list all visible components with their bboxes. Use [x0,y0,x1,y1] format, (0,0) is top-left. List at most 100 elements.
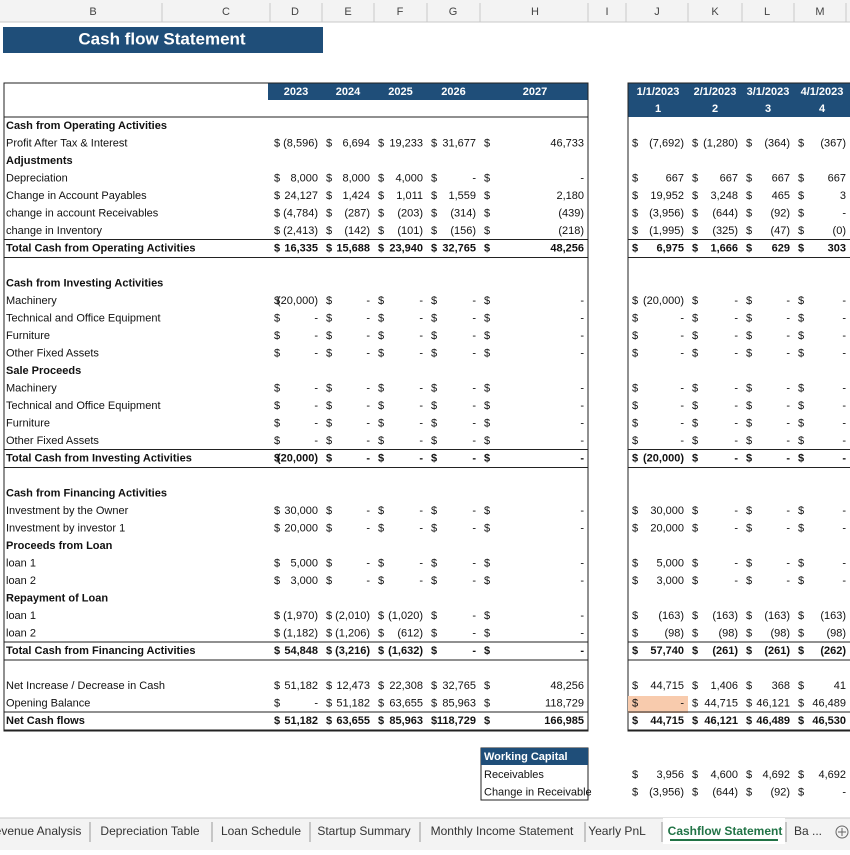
currency-symbol: $ [746,417,752,429]
currency-symbol: $ [798,575,804,587]
cell-value: - [366,400,370,412]
currency-symbol: $ [274,680,280,692]
cell-value: (3,956) [649,786,684,798]
sheet-tab[interactable]: Depreciation Table [100,824,200,838]
cell-value: - [734,330,738,342]
currency-symbol: $ [798,452,804,464]
title-bar [3,27,323,53]
cell-value: 4,600 [710,769,738,781]
add-sheet-icon [838,828,846,836]
cell-value: - [314,417,318,429]
currency-symbol: $ [798,610,804,622]
row-label: Change in Receivable [484,786,592,798]
cell-value: 1,406 [710,680,738,692]
currency-symbol: $ [484,417,490,429]
working-capital-header [481,748,588,765]
currency-symbol: $ [484,645,490,657]
cell-value: - [580,610,584,622]
cell-value: (163) [820,610,846,622]
cell-value: - [314,697,318,709]
year-header: 2027 [523,86,547,98]
currency-symbol: $ [378,645,384,657]
sheet-tab[interactable]: Cashflow Statement [668,824,783,838]
row-label: Total Cash from Financing Activities [6,645,195,657]
cell-value: 1,559 [448,190,476,202]
currency-symbol: $ [484,452,490,464]
cell-value: - [472,330,476,342]
cell-value: 8,000 [342,172,370,184]
cell-value: - [680,400,684,412]
currency-symbol: $ [746,382,752,394]
currency-symbol: $ [692,190,698,202]
cell-value: (20,000) [277,452,318,464]
currency-symbol: $ [274,452,280,464]
currency-symbol: $ [692,295,698,307]
cell-value: - [419,522,423,534]
sheet-tab[interactable]: Loan Schedule [221,824,301,838]
currency-symbol: $ [378,312,384,324]
currency-symbol: $ [431,610,437,622]
cell-value: (325) [712,225,738,237]
currency-symbol: $ [326,680,332,692]
currency-symbol: $ [692,610,698,622]
cell-value: - [680,312,684,324]
currency-symbol: $ [632,400,638,412]
cell-value: - [680,330,684,342]
cell-value: - [734,382,738,394]
currency-symbol: $ [746,452,752,464]
cell-value: - [786,575,790,587]
row-label: Other Fixed Assets [6,347,99,359]
sheet-tab[interactable]: evenue Analysis [0,824,81,838]
cell-value: - [472,575,476,587]
currency-symbol: $ [484,172,490,184]
currency-symbol: $ [431,680,437,692]
currency-symbol: $ [632,382,638,394]
sheet-tab[interactable]: Ba ... [794,824,822,838]
year-header: 2025 [388,86,412,98]
currency-symbol: $ [431,242,437,254]
currency-symbol: $ [431,312,437,324]
currency-symbol: $ [632,312,638,324]
cell-value: 63,655 [389,697,423,709]
row-label: Machinery [6,295,57,307]
cell-value: - [419,505,423,517]
cell-value: 85,963 [442,697,476,709]
column-letter: G [449,6,458,18]
row-label: Change in Account Payables [6,190,147,202]
currency-symbol: $ [326,627,332,639]
cell-value: - [472,627,476,639]
currency-symbol: $ [326,715,332,727]
add-sheet-button[interactable] [835,825,849,839]
cell-value: (8,596) [283,137,318,149]
month-header: 4/1/2023 [801,86,844,98]
currency-symbol: $ [692,575,698,587]
currency-symbol: $ [378,400,384,412]
currency-symbol: $ [692,769,698,781]
cell-value: 667 [828,172,846,184]
currency-symbol: $ [692,680,698,692]
currency-symbol: $ [798,786,804,798]
cell-value: - [734,312,738,324]
currency-symbol: $ [692,382,698,394]
currency-symbol: $ [632,190,638,202]
currency-symbol: $ [632,610,638,622]
cell-value: - [314,400,318,412]
currency-symbol: $ [692,312,698,324]
currency-symbol: $ [798,680,804,692]
sheet-tab[interactable]: Monthly Income Statement [431,824,574,838]
column-letter: M [815,6,824,18]
currency-symbol: $ [746,557,752,569]
sheet-tab[interactable]: Startup Summary [317,824,410,838]
currency-symbol: $ [431,452,437,464]
currency-symbol: $ [274,295,280,307]
cell-value: - [734,452,738,464]
cell-value: - [472,452,476,464]
annual-block-border [3,82,589,732]
sheet-tab[interactable]: Yearly PnL [588,824,646,838]
row-label: Depreciation [6,172,68,184]
cell-value: 118,729 [545,697,584,709]
cell-value: 8,000 [290,172,318,184]
currency-symbol: $ [632,330,638,342]
cell-value: 12,473 [336,680,370,692]
cell-value: - [419,452,423,464]
